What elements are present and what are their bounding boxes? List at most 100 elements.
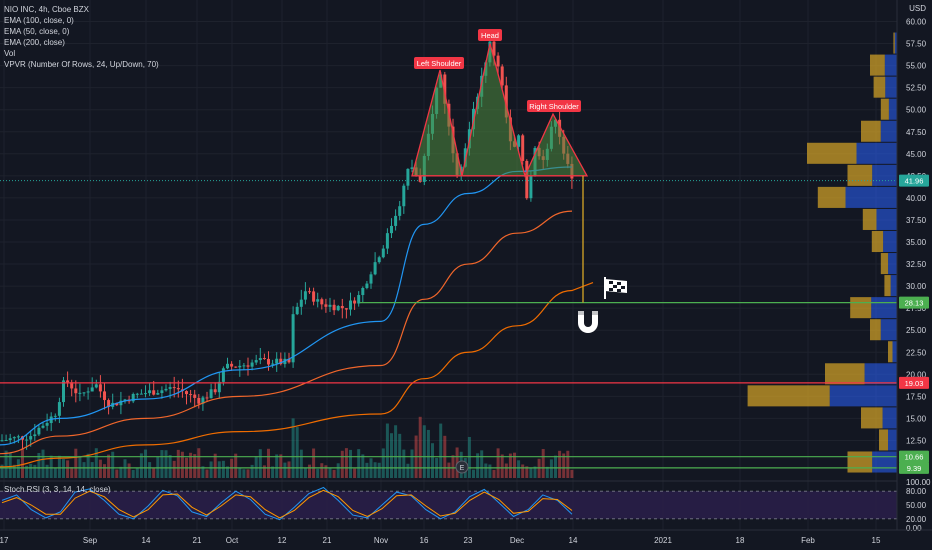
volume-bar (217, 461, 221, 478)
price-badge-label: 10.66 (905, 453, 924, 462)
chart-legend: NIO INC, 4h, Cboe BZX EMA (100, close, 0… (4, 4, 159, 70)
candle-body (340, 306, 344, 309)
volume-bar (447, 462, 451, 478)
volume-bar (70, 467, 74, 478)
volume-bar (107, 454, 111, 478)
vpvr-row-up (850, 297, 872, 319)
volume-bar (98, 459, 102, 478)
volume-bar (422, 425, 426, 478)
volume-bar (82, 462, 86, 478)
price-badge (899, 296, 929, 309)
candle-body (328, 304, 332, 307)
legend-ema50[interactable]: EMA (50, close, 0) (4, 27, 70, 36)
y-tick-label: 22.50 (906, 348, 927, 357)
volume-bar (0, 464, 4, 478)
x-tick-label: 16 (420, 536, 429, 545)
candle-body (193, 394, 197, 398)
volume-bar (164, 450, 168, 478)
volume-bar (373, 462, 377, 478)
volume-bar (488, 464, 492, 478)
x-tick-label: Oct (226, 536, 239, 545)
volume-bar (119, 466, 123, 478)
volume-bar (90, 462, 94, 478)
legend-ema100[interactable]: EMA (100, close, 0) (4, 16, 74, 25)
svg-text:E: E (460, 465, 465, 472)
price-badge (899, 376, 929, 389)
vpvr-row-down (890, 275, 897, 297)
vpvr-row-down (845, 186, 897, 208)
candle-body (123, 399, 127, 401)
legend-vpvr[interactable]: VPVR (Number Of Rows, 24, Up/Down, 70) (4, 60, 159, 69)
volume-bar (168, 455, 172, 478)
vpvr-row-down (856, 142, 897, 164)
candle-body (4, 440, 8, 442)
volume-bar (45, 464, 49, 478)
x-tick-label: Nov (374, 536, 388, 545)
candle-body (197, 397, 201, 404)
candle-body (410, 167, 414, 169)
candle-body (525, 160, 529, 199)
volume-bar (78, 455, 82, 478)
candle-body (385, 233, 389, 249)
x-tick-label: 23 (464, 536, 473, 545)
volume-bar (344, 448, 348, 478)
volume-bar (4, 450, 8, 478)
volume-bar (390, 433, 393, 478)
candle-body (529, 176, 533, 199)
x-tick-label: 14 (569, 536, 578, 545)
horizontal-levels (0, 180, 897, 469)
volume-bar (418, 416, 422, 478)
volume-bar (529, 467, 533, 478)
volume-bar (213, 453, 217, 478)
volume-bar (33, 464, 37, 478)
candle-body (361, 287, 365, 296)
y-tick-label: 45.00 (906, 150, 927, 159)
x-tick-label: 2021 (654, 536, 672, 545)
volume-bar (570, 469, 574, 478)
stoch-legend[interactable]: Stoch RSI (3, 3, 14, 14, close) (4, 485, 111, 494)
y-tick-label: 20.00 (906, 370, 927, 379)
candle-body (0, 440, 4, 442)
candle-body (406, 168, 410, 186)
stoch-tick-label: 100.00 (906, 478, 931, 487)
legend-vol[interactable]: Vol (4, 49, 16, 58)
candle-body (168, 387, 172, 389)
candle-body (144, 393, 147, 395)
candle-body (185, 391, 188, 395)
x-tick-label: Dec (510, 536, 524, 545)
volume-bar (291, 418, 295, 478)
stoch-tick-label: 80.00 (906, 487, 927, 496)
legend-title[interactable]: NIO INC, 4h, Cboe BZX (4, 5, 89, 14)
volume-bar (160, 450, 164, 478)
vpvr-row-down (872, 164, 897, 186)
price-badge-label: 19.03 (905, 379, 924, 388)
legend-ema200[interactable]: EMA (200, close) (4, 38, 65, 47)
volume-bar (398, 433, 402, 478)
volume-bar (554, 455, 557, 478)
candle-body (29, 436, 33, 440)
time-axis: 17 Sep 14 21 Oct 12 21 Nov 16 23 Dec 14 2021 18 Feb 15 (0, 529, 932, 545)
x-tick-label: 17 (0, 536, 9, 545)
volume-bar (521, 464, 525, 478)
volume-bar (205, 469, 209, 478)
candle-body (131, 393, 135, 402)
candle-body (53, 415, 57, 417)
price-badge (899, 461, 929, 474)
x-tick-label: Sep (83, 536, 98, 545)
volume-bar (283, 462, 287, 478)
volume-bar (103, 464, 106, 478)
y-tick-label: 40.00 (906, 194, 927, 203)
volume-bar (451, 455, 455, 478)
y-tick-label: 52.50 (906, 84, 927, 93)
volume-bar (25, 465, 29, 478)
vpvr-row-up (870, 54, 885, 76)
candle-body (357, 295, 361, 304)
candle-body (312, 291, 316, 302)
candle-body (213, 389, 217, 393)
candle-body (303, 291, 307, 300)
earnings-marker[interactable]: E (455, 460, 469, 474)
x-tick-label: 18 (736, 536, 745, 545)
volume-bar (336, 463, 340, 478)
candle-body (115, 402, 119, 406)
